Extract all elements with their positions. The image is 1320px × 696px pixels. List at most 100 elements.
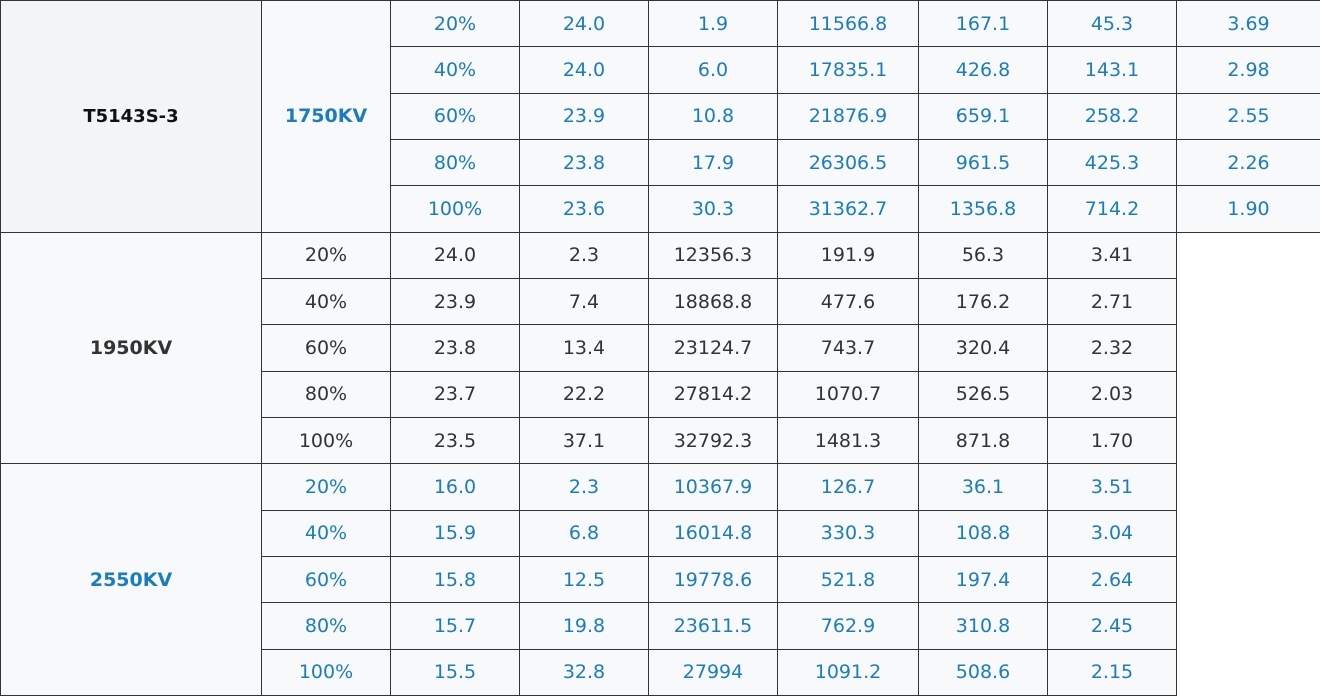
load-cell: 80% <box>390 138 520 187</box>
value-cell: 21876.9 <box>777 92 919 140</box>
value-cell: 30.3 <box>648 185 778 233</box>
row: 40% 23.9 7.4 18868.8 477.6 176.2 2.71 <box>1 277 1320 326</box>
row: 40% 24.0 6.0 17835.1 426.8 143.1 2.98 <box>1 46 1320 94</box>
value-cell: 2.64 <box>1047 555 1177 604</box>
value-cell: 714.2 <box>1047 185 1177 233</box>
voltage-cell: 2550KV <box>0 463 262 696</box>
load-cell: 100% <box>390 185 520 233</box>
row: 80% 23.8 17.9 26306.5 961.5 425.3 2.26 <box>1 138 1320 187</box>
value-cell: 32792.3 <box>648 416 778 465</box>
value-cell: 526.5 <box>918 370 1048 418</box>
value-cell: 17835.1 <box>777 46 919 94</box>
value-cell: 762.9 <box>777 602 919 650</box>
value-cell: 2.15 <box>1047 648 1177 696</box>
value-cell: 1481.3 <box>777 416 919 465</box>
value-cell: 426.8 <box>918 46 1048 94</box>
value-cell: 1.70 <box>1047 416 1177 465</box>
row: 1950KV 20% 24.0 2.3 12356.3 191.9 56.3 3.41 <box>0 231 1320 465</box>
load-cell: 80% <box>261 370 391 418</box>
value-cell: 7.4 <box>519 277 649 326</box>
row: 2550KV 20% 16.0 2.3 10367.9 126.7 36.1 3.51 <box>0 463 1320 696</box>
value-cell: 12.5 <box>519 555 649 604</box>
value-cell: 45.3 <box>1047 0 1177 48</box>
group: 2550KV 20% 16.0 2.3 10367.9 126.7 36.1 3.51 40% 1… <box>0 463 1320 696</box>
value-cell: 197.4 <box>918 555 1048 604</box>
value-cell: 23611.5 <box>648 602 778 650</box>
value-cell: 27814.2 <box>648 370 778 418</box>
value-cell: 15.8 <box>390 555 520 604</box>
voltage-cell: 1750KV <box>261 0 391 233</box>
value-cell: 2.3 <box>519 231 649 279</box>
load-cell: 20% <box>261 463 391 511</box>
value-cell: 1070.7 <box>777 370 919 418</box>
value-cell: 23.8 <box>390 324 520 372</box>
value-cell: 23.5 <box>390 416 520 465</box>
value-cell: 2.55 <box>1176 92 1320 140</box>
value-cell: 2.03 <box>1047 370 1177 418</box>
load-cell: 60% <box>390 92 520 140</box>
value-cell: 2.26 <box>1176 138 1320 187</box>
value-cell: 17.9 <box>648 138 778 187</box>
value-cell: 19778.6 <box>648 555 778 604</box>
group: T5143S-3 1750KV 20% 24.0 1.9 11566.8 167.1 45.3… <box>0 0 1320 233</box>
row: 40% 15.9 6.8 16014.8 330.3 108.8 3.04 <box>1 509 1320 557</box>
value-cell: 23.8 <box>519 138 649 187</box>
value-cell: 10367.9 <box>648 463 778 511</box>
value-cell: 36.1 <box>918 463 1048 511</box>
value-cell: 1.9 <box>648 0 778 48</box>
value-cell: 18868.8 <box>648 277 778 326</box>
load-cell: 40% <box>261 509 391 557</box>
value-cell: 1.90 <box>1176 185 1320 233</box>
load-cell: 60% <box>261 555 391 604</box>
value-cell: 12356.3 <box>648 231 778 279</box>
load-cell: 40% <box>261 277 391 326</box>
row: 60% 23.9 10.8 21876.9 659.1 258.2 2.55 <box>1 92 1320 140</box>
value-cell: 31362.7 <box>777 185 919 233</box>
value-cell: 6.8 <box>519 509 649 557</box>
row: 100% 23.6 30.3 31362.7 1356.8 714.2 1.90 <box>1 185 1320 233</box>
row: 60% 23.8 13.4 23124.7 743.7 320.4 2.32 <box>1 324 1320 372</box>
load-cell: 100% <box>261 648 391 696</box>
value-cell: 743.7 <box>777 324 919 372</box>
load-cell: 20% <box>390 0 520 48</box>
load-cell: 80% <box>261 602 391 650</box>
value-cell: 176.2 <box>918 277 1048 326</box>
value-cell: 24.0 <box>519 46 649 94</box>
value-cell: 2.71 <box>1047 277 1177 326</box>
value-cell: 167.1 <box>918 0 1048 48</box>
value-cell: 26306.5 <box>777 138 919 187</box>
row: 100% 23.5 37.1 32792.3 1481.3 871.8 1.70 <box>1 416 1320 465</box>
model-cell: T5143S-3 <box>0 0 262 233</box>
value-cell: 1356.8 <box>918 185 1048 233</box>
value-cell: 37.1 <box>519 416 649 465</box>
value-cell: 3.41 <box>1047 231 1177 279</box>
load-cell: 60% <box>261 324 391 372</box>
value-cell: 659.1 <box>918 92 1048 140</box>
value-cell: 56.3 <box>918 231 1048 279</box>
value-cell: 425.3 <box>1047 138 1177 187</box>
value-cell: 2.98 <box>1176 46 1320 94</box>
row: 60% 15.8 12.5 19778.6 521.8 197.4 2.64 <box>1 555 1320 604</box>
value-cell: 320.4 <box>918 324 1048 372</box>
value-cell: 3.51 <box>1047 463 1177 511</box>
value-cell: 3.04 <box>1047 509 1177 557</box>
value-cell: 6.0 <box>648 46 778 94</box>
value-cell: 143.1 <box>1047 46 1177 94</box>
row: 80% 15.7 19.8 23611.5 762.9 310.8 2.45 <box>1 602 1320 650</box>
value-cell: 15.7 <box>390 602 520 650</box>
value-cell: 2.45 <box>1047 602 1177 650</box>
load-cell: 40% <box>390 46 520 94</box>
value-cell: 2.3 <box>519 463 649 511</box>
value-cell: 258.2 <box>1047 92 1177 140</box>
value-cell: 23.6 <box>519 185 649 233</box>
value-cell: 108.8 <box>918 509 1048 557</box>
value-cell: 19.8 <box>519 602 649 650</box>
value-cell: 871.8 <box>918 416 1048 465</box>
value-cell: 1091.2 <box>777 648 919 696</box>
value-cell: 477.6 <box>777 277 919 326</box>
value-cell: 16014.8 <box>648 509 778 557</box>
value-cell: 23124.7 <box>648 324 778 372</box>
value-cell: 521.8 <box>777 555 919 604</box>
